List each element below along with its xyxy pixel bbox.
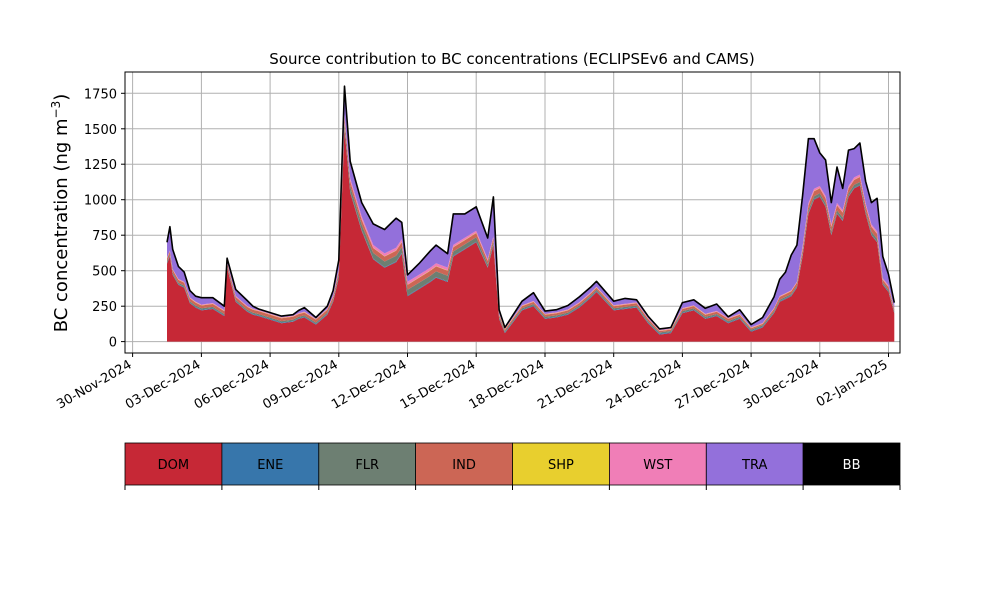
x-tick-label: 24-Dec-2024 — [604, 357, 684, 412]
x-tick-label: 30-Nov-2024 — [54, 357, 134, 412]
legend-label-ind: IND — [452, 458, 476, 473]
legend-swatch-shp — [512, 442, 610, 486]
legend-swatch-tra — [705, 442, 804, 486]
y-tick-label: 250 — [92, 300, 117, 315]
x-tick-label: 09-Dec-2024 — [260, 357, 340, 412]
x-tick-label: 02-Jan-2025 — [814, 357, 891, 410]
y-axis-label: BC concentration (ng m−3) — [49, 94, 72, 333]
area-series-flr — [167, 122, 895, 334]
y-tick-label: 1500 — [84, 123, 117, 138]
plot-frame — [124, 71, 901, 354]
y-tick-label: 1750 — [84, 87, 117, 102]
stacked-areas — [167, 86, 895, 342]
line-series-bb — [166, 85, 896, 330]
legend-swatch-ind — [415, 442, 513, 486]
legend-label-flr: FLR — [355, 458, 379, 473]
total-line-layer — [166, 85, 896, 330]
y-tick-label: 500 — [92, 265, 117, 280]
x-tick-label: 12-Dec-2024 — [329, 357, 409, 412]
x-tick-label: 03-Dec-2024 — [123, 357, 203, 412]
y-tick-label: 1250 — [84, 158, 117, 173]
x-tick-label: 06-Dec-2024 — [192, 357, 272, 412]
legend-label-shp: SHP — [548, 458, 574, 473]
legend-label-tra: TRA — [741, 458, 767, 473]
x-tick-label: 21-Dec-2024 — [535, 357, 615, 412]
y-axis-label-superscript: −3 — [49, 101, 63, 119]
x-tick-label: 15-Dec-2024 — [398, 357, 478, 412]
y-axis-label-main: BC concentration (ng m — [51, 118, 72, 332]
y-tick-label: 750 — [92, 229, 117, 244]
x-tick-label: 18-Dec-2024 — [467, 357, 547, 412]
legend-swatch-bb — [802, 442, 901, 486]
legend-swatch-ene — [221, 442, 320, 486]
legend-label-dom: DOM — [158, 458, 189, 473]
x-tick-label: 30-Dec-2024 — [741, 357, 821, 412]
legend-swatch-wst — [609, 442, 707, 486]
legend-label-ene: ENE — [257, 458, 283, 473]
y-tick-label: 0 — [109, 336, 117, 351]
chart-title: Source contribution to BC concentrations… — [269, 50, 754, 68]
area-series-dom — [167, 128, 895, 342]
legend-swatch-dom — [124, 442, 223, 486]
x-tick-label: 27-Dec-2024 — [673, 357, 753, 412]
y-tick-label: 1000 — [84, 194, 117, 209]
legend-label-wst: WST — [643, 458, 672, 473]
legend: DOM ENE FLR IND SHP WST TRA BB — [124, 442, 901, 490]
legend-label-bb: BB — [843, 458, 861, 473]
legend-swatch-flr — [318, 442, 417, 486]
y-axis-label-close: ) — [51, 94, 72, 101]
